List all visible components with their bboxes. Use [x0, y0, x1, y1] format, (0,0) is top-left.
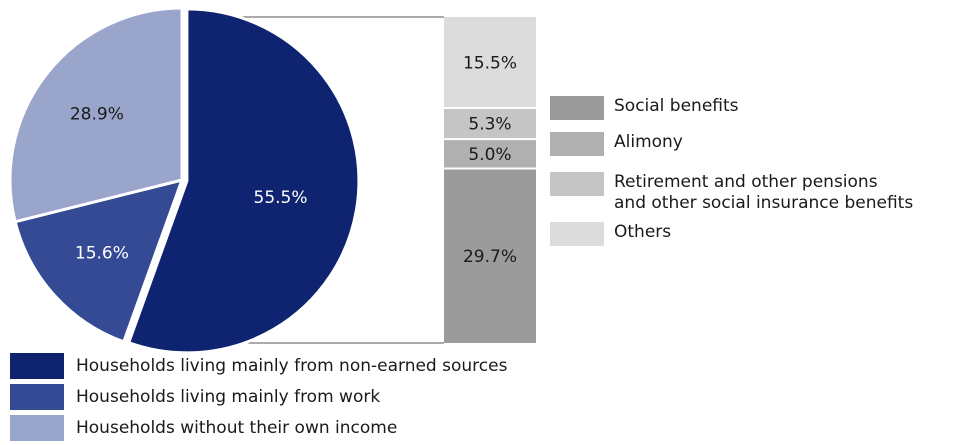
bar-segment-alimony	[444, 139, 536, 169]
bar-label-others: 15.5%	[463, 54, 517, 74]
legend-text: Social benefits	[614, 96, 739, 117]
pie-slice-households-living-mainly-from-work	[13, 177, 185, 344]
legend-text: Others	[614, 222, 671, 243]
pie-label-households-living-mainly-from-work: 15.6%	[75, 243, 129, 263]
legend-text: Retirement and other pensions and other s…	[614, 172, 913, 214]
bar-label-retirement-and-other-pensions-and-other-social-insurance-benefits: 5.3%	[468, 115, 511, 135]
pie-legend-item-households-without-their-own-income: Households without their own income	[10, 415, 397, 441]
bar-legend-item-alimony: Alimony	[550, 132, 683, 156]
pie-slice-households-without-their-own-income	[8, 6, 184, 224]
legend-text: Households living mainly from non-earned…	[76, 355, 508, 376]
pie-legend-item-households-living-mainly-from-work: Households living mainly from work	[10, 384, 380, 410]
legend-text: Households living mainly from work	[76, 386, 381, 407]
legend-swatch	[10, 415, 64, 441]
bar-legend-item-retirement-and-other-pensions-and-other-social-insurance-benefits: Retirement and other pensions and other s…	[550, 172, 913, 214]
bar-label-social-benefits: 29.7%	[463, 247, 517, 267]
legend-text-line: Alimony	[614, 132, 683, 152]
legend-swatch	[550, 132, 604, 156]
legend-text-line: Social benefits	[614, 96, 739, 116]
legend-swatch	[10, 353, 64, 379]
legend-swatch	[550, 172, 604, 196]
bar-segment-others	[444, 17, 536, 109]
legend-swatch	[550, 222, 604, 246]
legend-text-line: and other social insurance benefits	[614, 193, 914, 213]
pie-slice-households-living-mainly-from-non-earned-sources	[126, 7, 361, 355]
bar-segment-social-benefits	[444, 168, 536, 343]
bar-legend-item-social-benefits: Social benefits	[550, 96, 739, 120]
pie-label-households-without-their-own-income: 28.9%	[70, 105, 124, 125]
stacked-bar: 29.7% 5.0% 5.3% 15.5%	[444, 17, 536, 343]
legend-text-line: Retirement and other pensions	[614, 172, 878, 192]
legend-text: Households without their own income	[76, 417, 398, 438]
bar-legend-item-others: Others	[550, 222, 671, 246]
legend-swatch	[550, 96, 604, 120]
legend-swatch	[10, 384, 64, 410]
pie-legend-item-households-living-mainly-from-non-earned-sources: Households living mainly from non-earned…	[10, 353, 507, 379]
legend-text: Alimony	[614, 132, 683, 153]
legend-text-line: Others	[614, 222, 672, 242]
pie-chart: 55.5% 15.6% 28.9%	[8, 6, 361, 355]
bar-label-alimony: 5.0%	[468, 145, 511, 165]
pie-label-households-living-mainly-from-non-earned-sources: 55.5%	[254, 188, 308, 208]
bar-segment-retirement-and-other-pensions-and-other-social-insurance-benefits	[444, 108, 536, 140]
